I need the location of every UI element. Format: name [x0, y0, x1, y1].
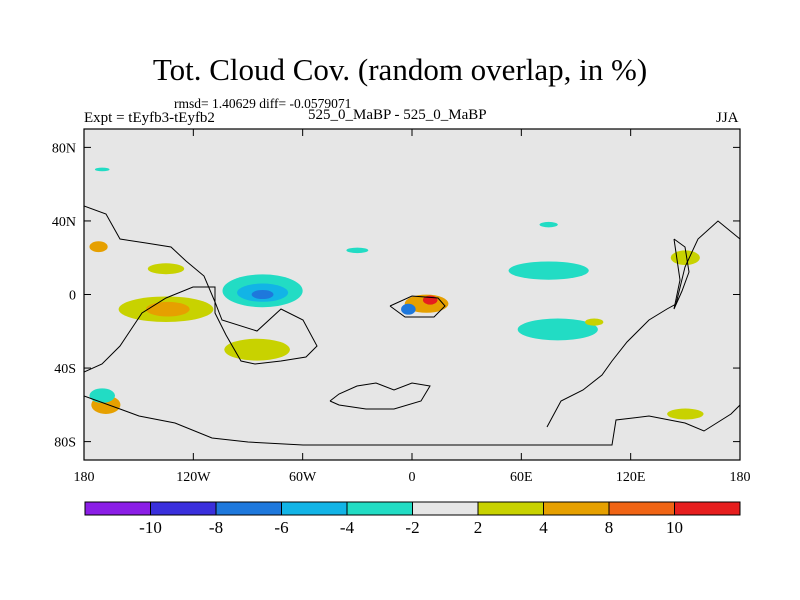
- y-tick-label-0: 80N: [52, 141, 76, 156]
- colorbar-label-5: 2: [474, 518, 483, 537]
- map-field: [84, 167, 740, 446]
- anomaly-eurasia-neg: [539, 221, 558, 228]
- x-tick-label-1: 120W: [176, 470, 211, 485]
- anomaly-south-indian-neg: [517, 318, 598, 341]
- colorbar-label-1: -8: [209, 518, 223, 537]
- colorbar: -10 -8 -6 -4 -2 2 4 8 10: [84, 501, 741, 537]
- x-tick-label-3: 0: [409, 470, 416, 485]
- map-background: [84, 129, 740, 460]
- map-axes: 180 120W 60W 0 60E 120E 180 80N 40N 0 40S 80S: [52, 128, 751, 485]
- anomaly-africa-neg: [401, 303, 416, 315]
- x-tick-label-0: 180: [74, 470, 95, 485]
- colorbar-label-4: -2: [405, 518, 419, 537]
- x-tick-label-4: 60E: [510, 470, 533, 485]
- colorbar-swatch-0: [84, 501, 151, 516]
- x-tick-label-6: 180: [730, 470, 751, 485]
- colorbar-swatch-2: [215, 501, 282, 516]
- coastline-antarctica-coast: [84, 395, 740, 446]
- chart-title: Tot. Cloud Cov. (random overlap, in %): [152, 52, 648, 87]
- season-label: JJA: [716, 110, 739, 126]
- coastline-east-asia-coast: [673, 238, 690, 310]
- map-plot-area: [84, 129, 740, 460]
- y-tick-label-2: 0: [69, 289, 76, 304]
- stats-label: rmsd= 1.40629 diff= -0.0579071: [174, 96, 352, 111]
- anomaly-atlantic-neg-core: [251, 289, 274, 300]
- anomaly-west-pacific-pos: [670, 250, 700, 266]
- anomaly-date-line-pos: [89, 241, 108, 253]
- colorbar-swatch-8: [608, 501, 675, 516]
- colorbar-swatch-1: [150, 501, 217, 516]
- colorbar-label-8: 10: [666, 518, 683, 537]
- coastline-americas-coast: [84, 205, 318, 373]
- colorbar-swatch-7: [543, 501, 610, 516]
- coastline-africa-coast: [389, 295, 446, 318]
- anomaly-east-pacific-core: [145, 301, 190, 317]
- colorbar-label-3: -4: [340, 518, 355, 537]
- colorbar-label-2: -6: [274, 518, 288, 537]
- anomaly-south-america-warm: [224, 338, 290, 361]
- case-label: 525_0_MaBP - 525_0_MaBP: [308, 107, 487, 123]
- anomaly-mid-atlantic-neg: [346, 247, 369, 254]
- y-tick-label-1: 40N: [52, 215, 76, 230]
- colorbar-label-7: 8: [605, 518, 614, 537]
- anomaly-southwest-indian-pos: [585, 318, 604, 326]
- coastline-southern-island: [329, 382, 431, 410]
- experiment-label: Expt = tEyfb3-tEyfb2: [84, 110, 215, 126]
- colorbar-label-0: -10: [139, 518, 162, 537]
- colorbar-label-6: 4: [539, 518, 548, 537]
- y-tick-label-4: 80S: [54, 436, 76, 451]
- colorbar-swatch-3: [281, 501, 348, 516]
- coastline-asia-coast: [546, 220, 740, 428]
- anomaly-south-pacific-neg: [89, 388, 115, 403]
- colorbar-swatch-4: [346, 501, 413, 516]
- anomaly-indian-ocean-neg: [508, 261, 589, 280]
- colorbar-swatch-6: [477, 501, 544, 516]
- anomaly-north-scatter: [94, 167, 110, 172]
- y-tick-label-3: 40S: [54, 362, 76, 377]
- x-tick-label-5: 120E: [616, 470, 646, 485]
- x-tick-label-2: 60W: [289, 470, 317, 485]
- colorbar-swatch-9: [674, 501, 741, 516]
- anomaly-north-pacific-warm: [147, 263, 185, 275]
- colorbar-swatch-5: [412, 501, 479, 516]
- anomaly-polar-pos: [667, 408, 704, 420]
